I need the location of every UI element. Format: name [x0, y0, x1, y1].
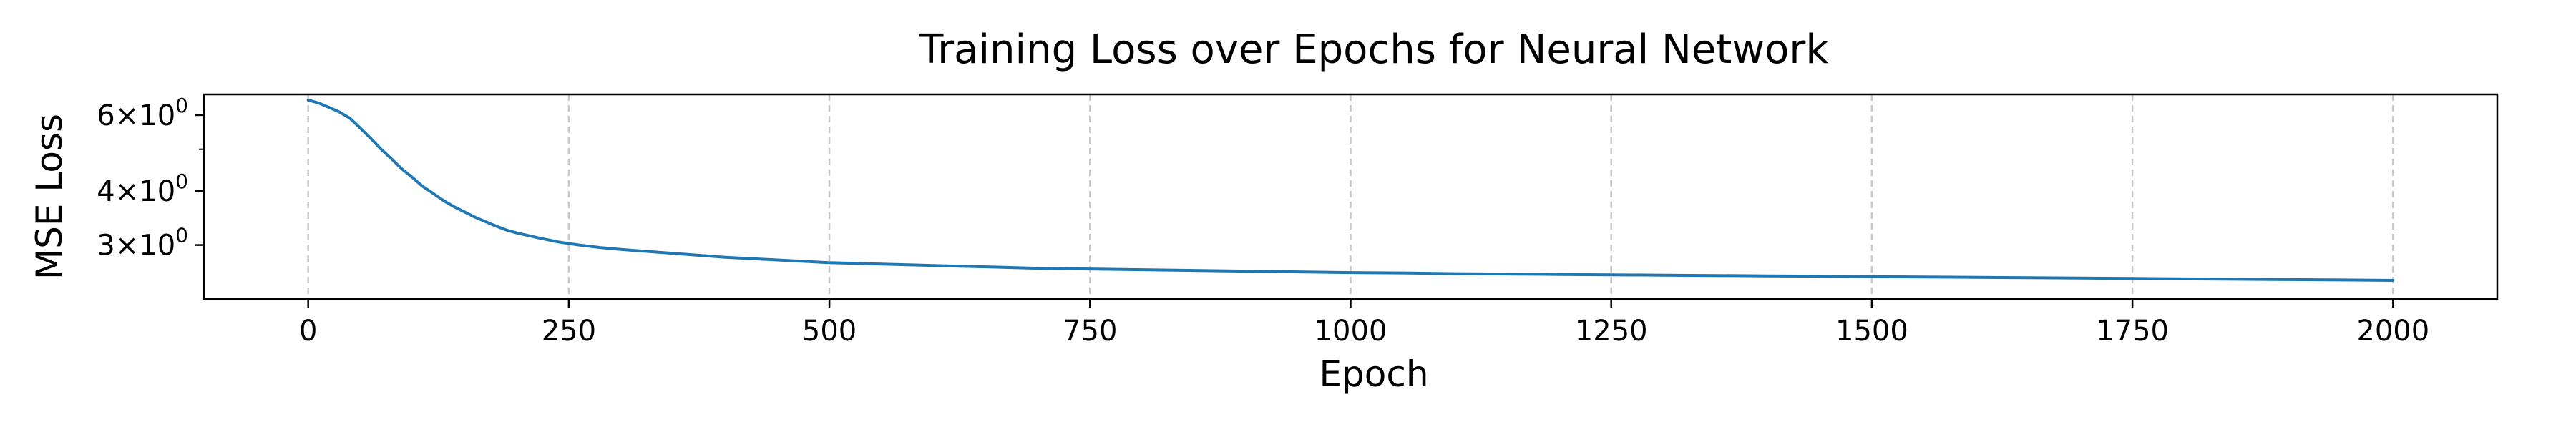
x-tick-label-1250: 1250 — [1575, 315, 1648, 348]
grid-layer — [307, 94, 2394, 299]
y-tick-exponent: 0 — [175, 94, 188, 117]
y-tick-base: 10 — [139, 230, 175, 262]
y-tick-times-sign: × — [115, 99, 140, 132]
y-tick-times-sign: × — [115, 230, 140, 262]
x-tick-label-0: 0 — [299, 315, 317, 348]
y-tick-exponent: 0 — [175, 170, 188, 193]
x-tick-label-1500: 1500 — [1835, 315, 1908, 348]
y-tick-label-6: 6×100 — [97, 94, 188, 132]
y-tick-label-3: 3×100 — [97, 224, 188, 262]
x-tick-label-1750: 1750 — [2096, 315, 2169, 348]
chart-title: Training Loss over Epochs for Neural Net… — [918, 26, 1829, 73]
x-tick-label-2000: 2000 — [2356, 315, 2429, 348]
y-axis-label: MSE Loss — [29, 114, 70, 280]
y-tick-mantissa: 4 — [97, 175, 114, 208]
y-tick-label-4: 4×100 — [97, 170, 188, 208]
loss-series-line-0 — [306, 98, 2395, 282]
y-tick-times-sign: × — [115, 175, 140, 208]
x-axis-label: Epoch — [1319, 353, 1428, 395]
x-tick-label-1000: 1000 — [1314, 315, 1387, 348]
x-tick-label-250: 250 — [542, 315, 596, 348]
x-axis: 0 250 500 750 1000 1250 1500 1750 2000 — [299, 299, 2429, 348]
y-tick-exponent: 0 — [175, 224, 188, 247]
y-tick-base: 10 — [139, 175, 175, 208]
y-tick-base: 10 — [139, 99, 175, 132]
x-tick-label-500: 500 — [802, 315, 857, 348]
line-layer — [306, 98, 2395, 282]
x-tick-label-750: 750 — [1063, 315, 1117, 348]
y-tick-mantissa: 6 — [97, 99, 114, 132]
y-tick-mantissa: 3 — [97, 230, 114, 262]
